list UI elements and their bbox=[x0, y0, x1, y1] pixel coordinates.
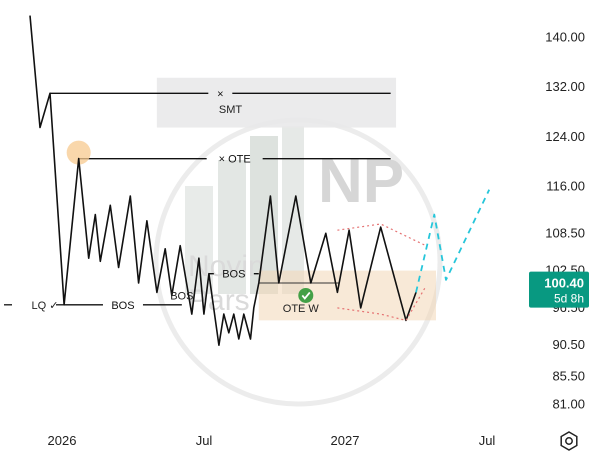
gear-icon-outline bbox=[560, 431, 578, 451]
watermark-np: NP bbox=[318, 147, 404, 216]
swing-point-marker bbox=[66, 140, 91, 165]
level-label: × OTE bbox=[219, 154, 251, 166]
price-tag bbox=[529, 271, 589, 308]
watermark-bar bbox=[250, 136, 278, 294]
level-label: BOS bbox=[222, 269, 245, 281]
zone-boxes bbox=[156, 77, 436, 321]
x-tick-label: 2026 bbox=[48, 433, 77, 448]
series-price bbox=[29, 15, 417, 347]
gear-icon[interactable] bbox=[560, 431, 578, 451]
annotation-text: OTE W bbox=[283, 303, 320, 315]
annotation-text: LQ ✓ bbox=[31, 300, 58, 312]
annotation-text: SMT bbox=[219, 104, 243, 116]
price-tag-value: 100.40 bbox=[544, 276, 584, 291]
watermark-bar bbox=[218, 160, 246, 294]
y-tick-label: 124.00 bbox=[545, 129, 585, 144]
x-tick-label: Jul bbox=[196, 433, 213, 448]
gear-icon-center bbox=[565, 437, 573, 445]
smt-box bbox=[156, 77, 397, 128]
y-tick-label: 116.00 bbox=[546, 179, 585, 194]
x-tick-label: 2027 bbox=[331, 433, 360, 448]
y-tick-label: 108.50 bbox=[545, 225, 585, 240]
check-icon bbox=[298, 287, 314, 303]
annotation-text: BOS bbox=[170, 290, 193, 302]
y-tick-label: 85.50 bbox=[552, 368, 585, 383]
level-label: BOS bbox=[111, 300, 134, 312]
series-channel-lower bbox=[337, 285, 427, 321]
y-tick-label: 140.00 bbox=[545, 29, 585, 44]
x-tick-label: Jul bbox=[479, 433, 496, 448]
y-tick-label: 90.50 bbox=[552, 337, 585, 352]
y-tick-label: 132.00 bbox=[545, 79, 585, 94]
series-projection bbox=[415, 189, 491, 293]
y-tick-label: 81.00 bbox=[552, 396, 585, 411]
check-mark bbox=[301, 291, 311, 300]
watermark-brand2: Pars bbox=[188, 284, 250, 317]
level-label: × bbox=[217, 88, 223, 100]
level-lines: × × OTE BOS BOS bbox=[49, 88, 391, 312]
price-tag-countdown: 5d 8h bbox=[554, 292, 584, 306]
series-lines bbox=[29, 15, 491, 347]
axes: 140.00132.00124.00116.00108.50102.5096.5… bbox=[48, 29, 585, 448]
ote-box bbox=[258, 270, 436, 321]
annotation-labels: SMT LQ ✓ BOS OTE W bbox=[4, 104, 319, 315]
